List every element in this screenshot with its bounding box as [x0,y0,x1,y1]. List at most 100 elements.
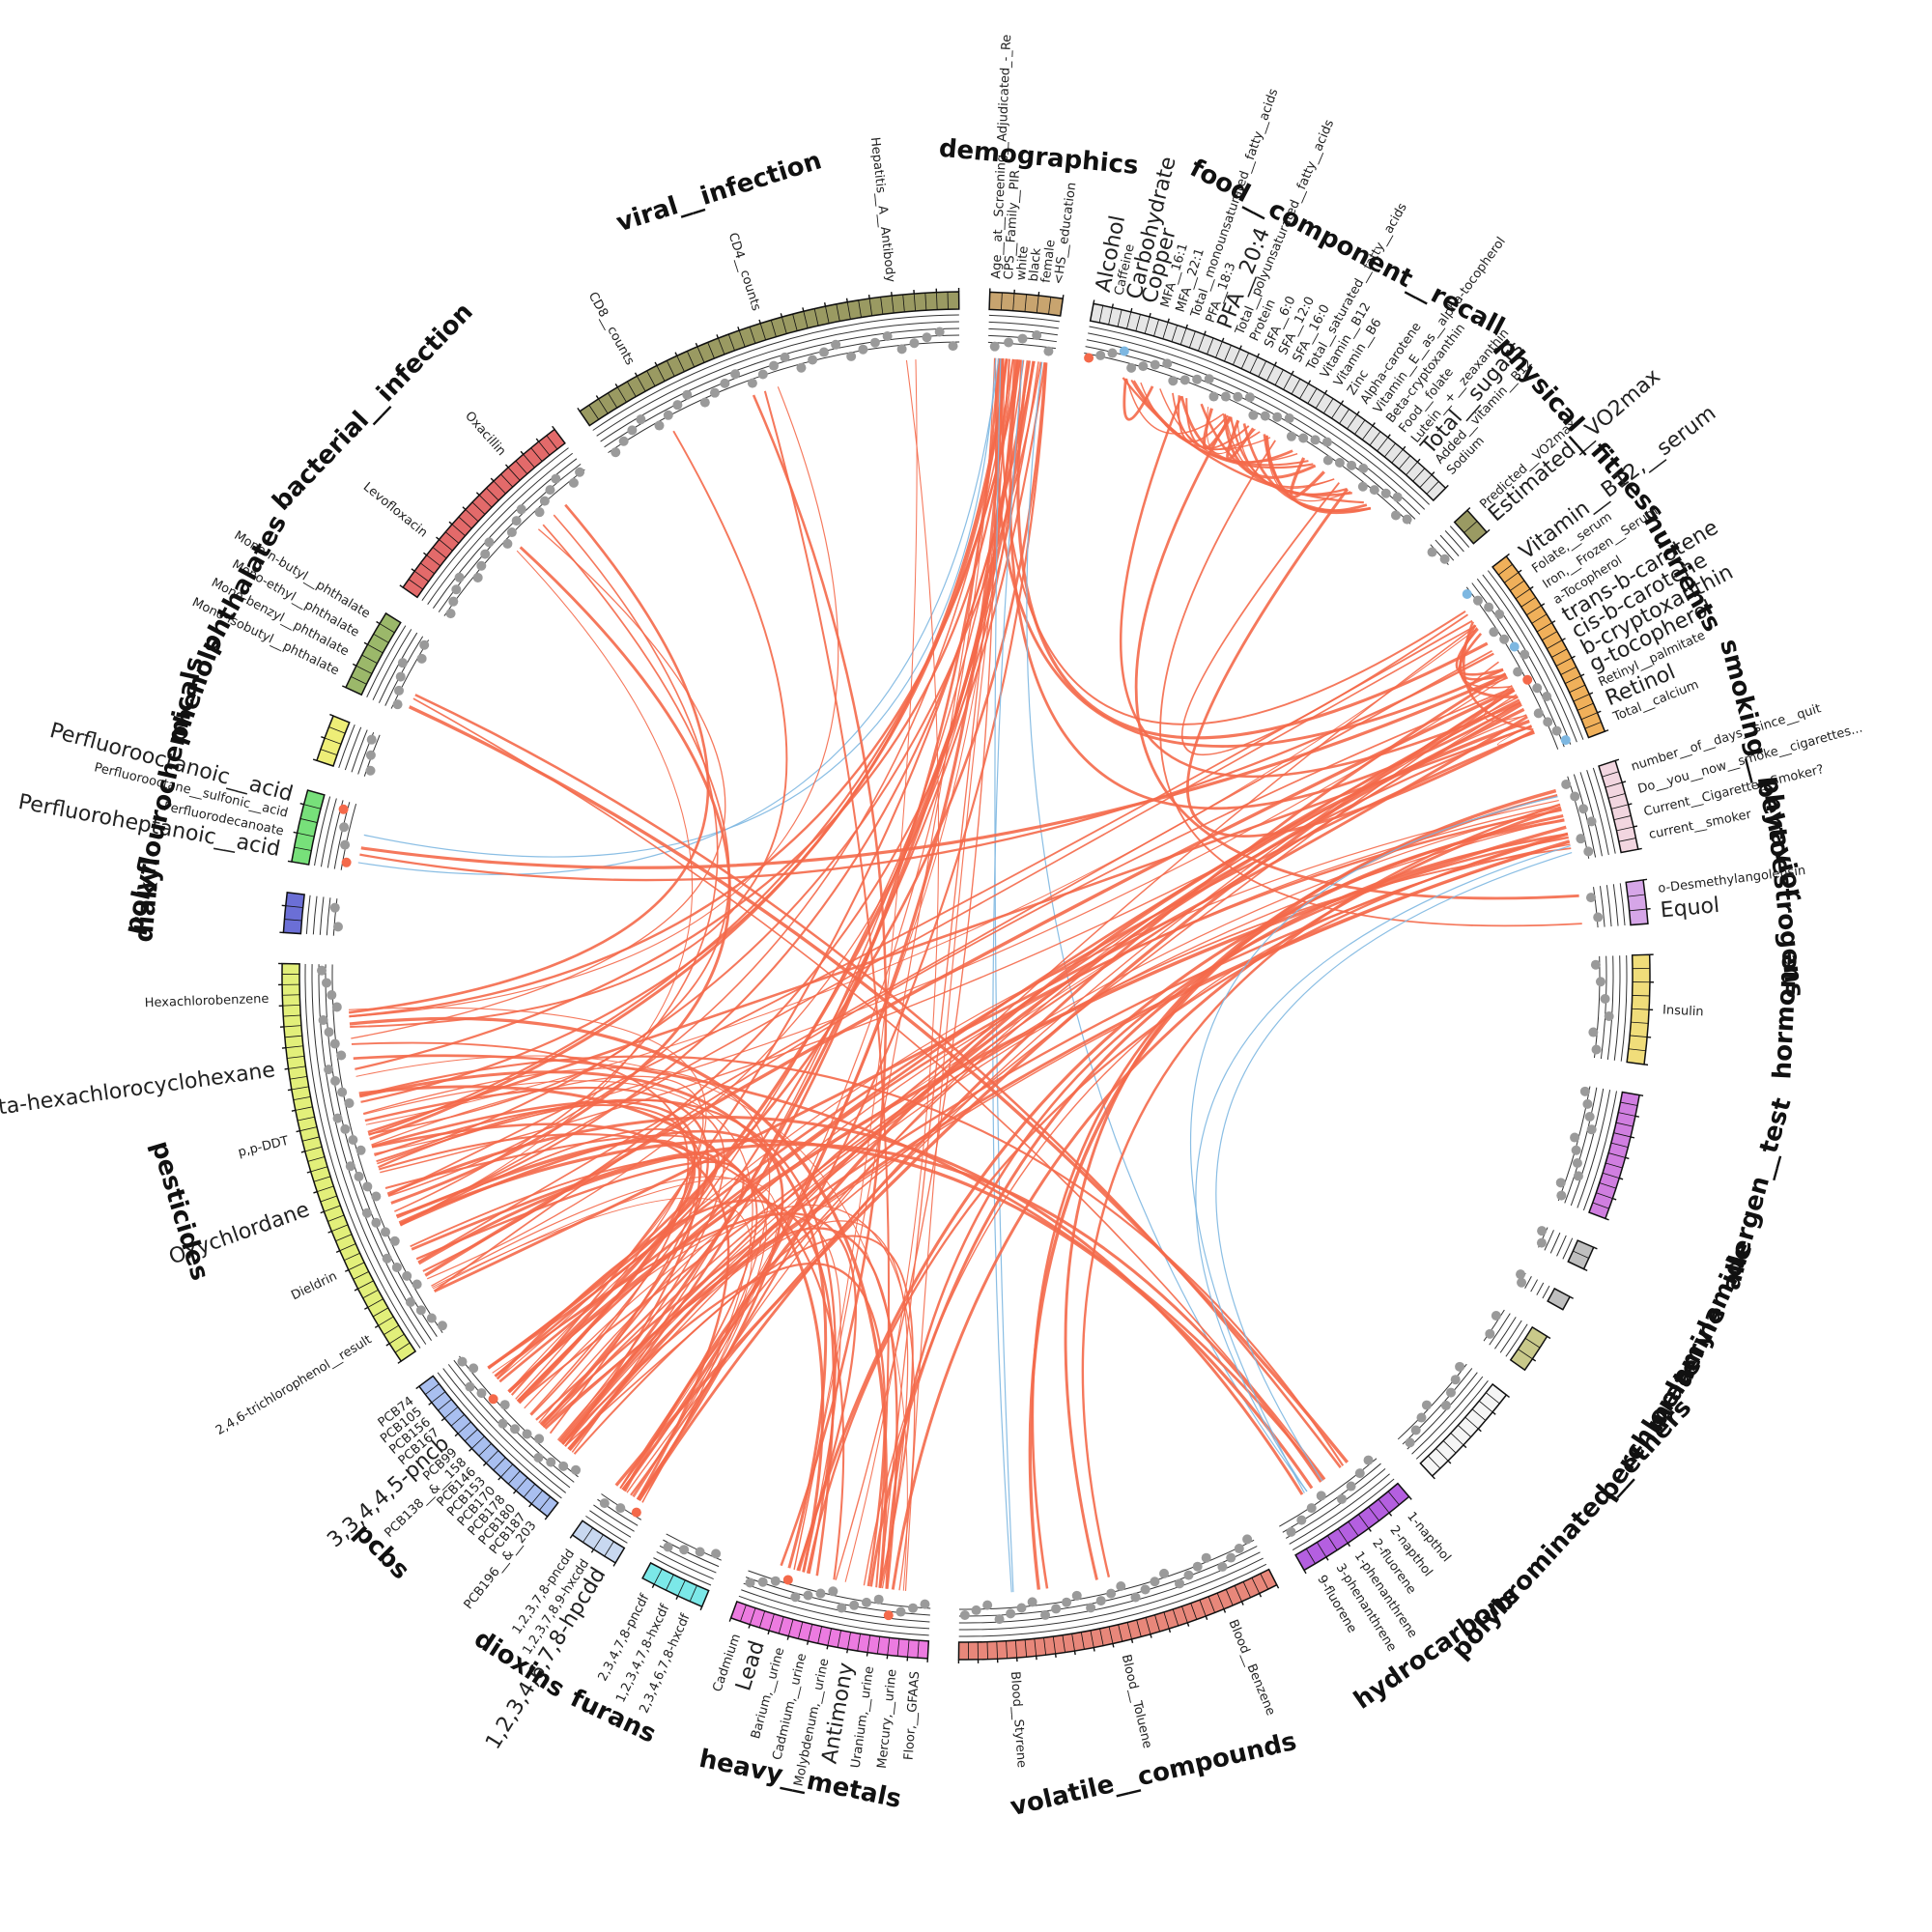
tick-mark [296,1130,300,1133]
association-link [351,528,726,1039]
guide-ring [421,447,569,602]
bar-divider [758,1610,766,1629]
bar-divider [1560,667,1577,675]
guide-ring [1582,1091,1617,1211]
group-nutrients [1462,553,1609,750]
bar-divider [907,1639,910,1658]
bar-divider [283,1014,301,1017]
bar-divider [1317,1542,1327,1558]
bar-divider [1613,1132,1632,1138]
tick-mark [1167,318,1170,323]
bar-divider [547,1502,559,1518]
bar-divider [1099,1628,1104,1646]
association-dot [770,1576,781,1586]
bar-divider [876,1636,881,1655]
association-dot [920,1599,930,1609]
tick-mark [364,1306,369,1310]
variable-label: CD8__counts [585,290,638,368]
tick-mark [614,383,618,388]
variable-label: Dieldrin [289,1269,339,1303]
bar-divider [539,1496,551,1511]
association-link [619,696,1519,1490]
tick-mark [1240,1601,1244,1605]
tick-mark [352,663,357,667]
bar-divider [689,1585,697,1602]
bar-divider [320,749,338,755]
association-dot [837,1603,847,1613]
guide-ring [1086,339,1421,515]
association-dot [883,1610,894,1621]
bar-divider [677,1579,686,1597]
bar-divider [1307,387,1318,404]
association-dot [1450,1375,1461,1385]
bar-divider [432,547,447,559]
association-dot [506,527,517,538]
association-dot [1017,333,1028,344]
association-dot [324,1027,334,1037]
tick-mark [1221,337,1225,342]
tick-mark [699,1605,703,1611]
association-dot [796,362,807,373]
tick-mark [1111,303,1114,308]
tick-mark [716,334,720,339]
bar-divider [1291,379,1301,395]
association-link [358,1055,1345,1466]
tick-mark [423,552,428,556]
association-link [1159,440,1582,927]
bar-divider [332,715,350,724]
association-link [394,514,719,1212]
guide-ring [1573,774,1597,858]
bar-divider [696,346,705,363]
association-dot [730,369,741,380]
association-link [1185,398,1250,449]
variable-label: black [1027,247,1044,282]
bar-divider [1442,1440,1457,1454]
guide-ring [447,1364,571,1489]
bar-divider [604,1541,614,1557]
association-dot [1390,510,1401,521]
bar-divider [1358,1514,1370,1529]
bar-divider [1172,1608,1179,1627]
guide-ring [1435,539,1455,561]
association-dot [1416,1412,1427,1423]
bar-divider [290,1076,308,1080]
association-dot [330,1075,341,1086]
association-link [638,672,1507,1502]
bar-divider [1198,334,1206,352]
bar-divider [1627,1062,1645,1065]
association-dot [1410,1425,1421,1435]
guide-ring [1494,1317,1517,1350]
association-dot [1583,846,1594,857]
association-dot [1489,627,1499,638]
tick-mark [1593,1246,1598,1250]
tick-mark [1388,1512,1393,1517]
bar-divider [846,301,851,320]
association-dot [1537,1226,1548,1236]
association-dot [392,699,403,710]
guide-ring [1586,770,1609,856]
bar-divider [402,586,418,598]
bar-divider [426,554,441,567]
association-dot [1369,485,1379,496]
association-dot [1462,589,1472,600]
association-dot [720,378,730,388]
tick-mark [846,1649,849,1654]
association-link [869,833,1569,1587]
bar-divider [1153,319,1159,337]
association-link [363,357,997,858]
bar-divider [1510,580,1525,591]
tick-mark [321,736,326,739]
association-dot [366,734,377,745]
bar-divider [1368,1506,1379,1521]
association-dot [1286,431,1296,441]
tick-mark [1432,1475,1435,1480]
bar-divider [1354,419,1366,435]
association-dot [1579,1086,1590,1096]
bar-divider [384,1324,399,1335]
guide-ring [666,1533,722,1561]
guide-ring [357,731,375,775]
bar-divider [1406,461,1418,475]
association-dot [611,447,621,458]
bar-divider [324,737,342,745]
